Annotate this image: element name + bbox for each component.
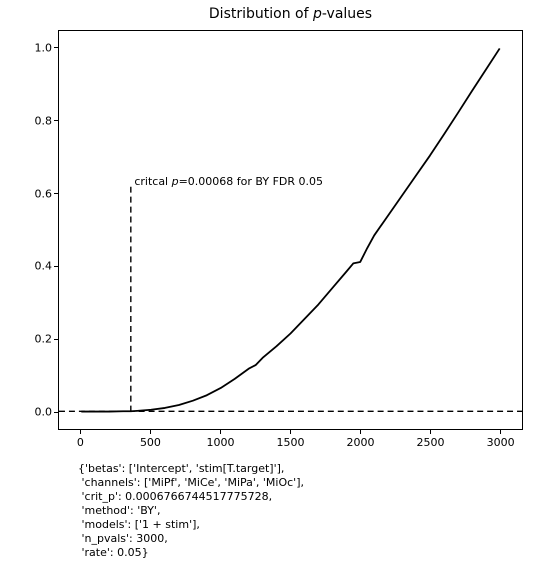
ytick-mark [54,266,58,267]
title-suffix: -values [322,6,372,22]
annot-italic-p: p [172,175,179,188]
ytick-label: 0.6 [35,187,53,200]
footer-line-4: 'method': 'BY', [78,504,160,517]
annot-prefix: critcal [134,175,171,188]
ytick-mark [54,120,58,121]
ytick-mark [54,339,58,340]
xtick-label: 3000 [487,436,515,449]
plot-box [58,30,523,430]
chart-title: Distribution of p-values [58,6,523,22]
pvalue-curve [81,48,499,411]
xtick-mark [500,430,501,434]
xtick-mark [290,430,291,434]
ytick-mark [54,412,58,413]
xtick-label: 2500 [417,436,445,449]
footer-line-1: {'betas': ['Intercept', 'stim[T.target]'… [78,462,284,475]
footer-line-3: 'crit_p': 0.0006766744517775728, [78,490,272,503]
footer-line-5: 'models': ['1 + stim'], [78,518,200,531]
xtick-label: 1500 [277,436,305,449]
xtick-mark [430,430,431,434]
ytick-mark [54,193,58,194]
annot-suffix: =0.00068 for BY FDR 0.05 [179,175,323,188]
chart-area: critcal p=0.00068 for BY FDR 0.05 050010… [58,30,523,430]
plot-svg [59,31,522,429]
ytick-label: 0.0 [35,406,53,419]
title-italic-p: p [313,6,322,22]
ytick-label: 0.4 [35,260,53,273]
xtick-label: 0 [77,436,84,449]
xtick-mark [220,430,221,434]
critical-p-annotation: critcal p=0.00068 for BY FDR 0.05 [134,175,323,188]
xtick-label: 1000 [206,436,234,449]
xtick-mark [150,430,151,434]
ytick-mark [54,47,58,48]
xtick-mark [80,430,81,434]
footer-line-7: 'rate': 0.05} [78,546,149,559]
xtick-label: 2000 [347,436,375,449]
title-prefix: Distribution of [209,6,313,22]
ytick-label: 0.2 [35,333,53,346]
footer-line-6: 'n_pvals': 3000, [78,532,168,545]
footer-line-2: 'channels': ['MiPf', 'MiCe', 'MiPa', 'Mi… [78,476,304,489]
footer-dict: {'betas': ['Intercept', 'stim[T.target]'… [78,462,304,561]
ytick-label: 1.0 [35,41,53,54]
xtick-mark [360,430,361,434]
ytick-label: 0.8 [35,114,53,127]
xtick-label: 500 [140,436,161,449]
